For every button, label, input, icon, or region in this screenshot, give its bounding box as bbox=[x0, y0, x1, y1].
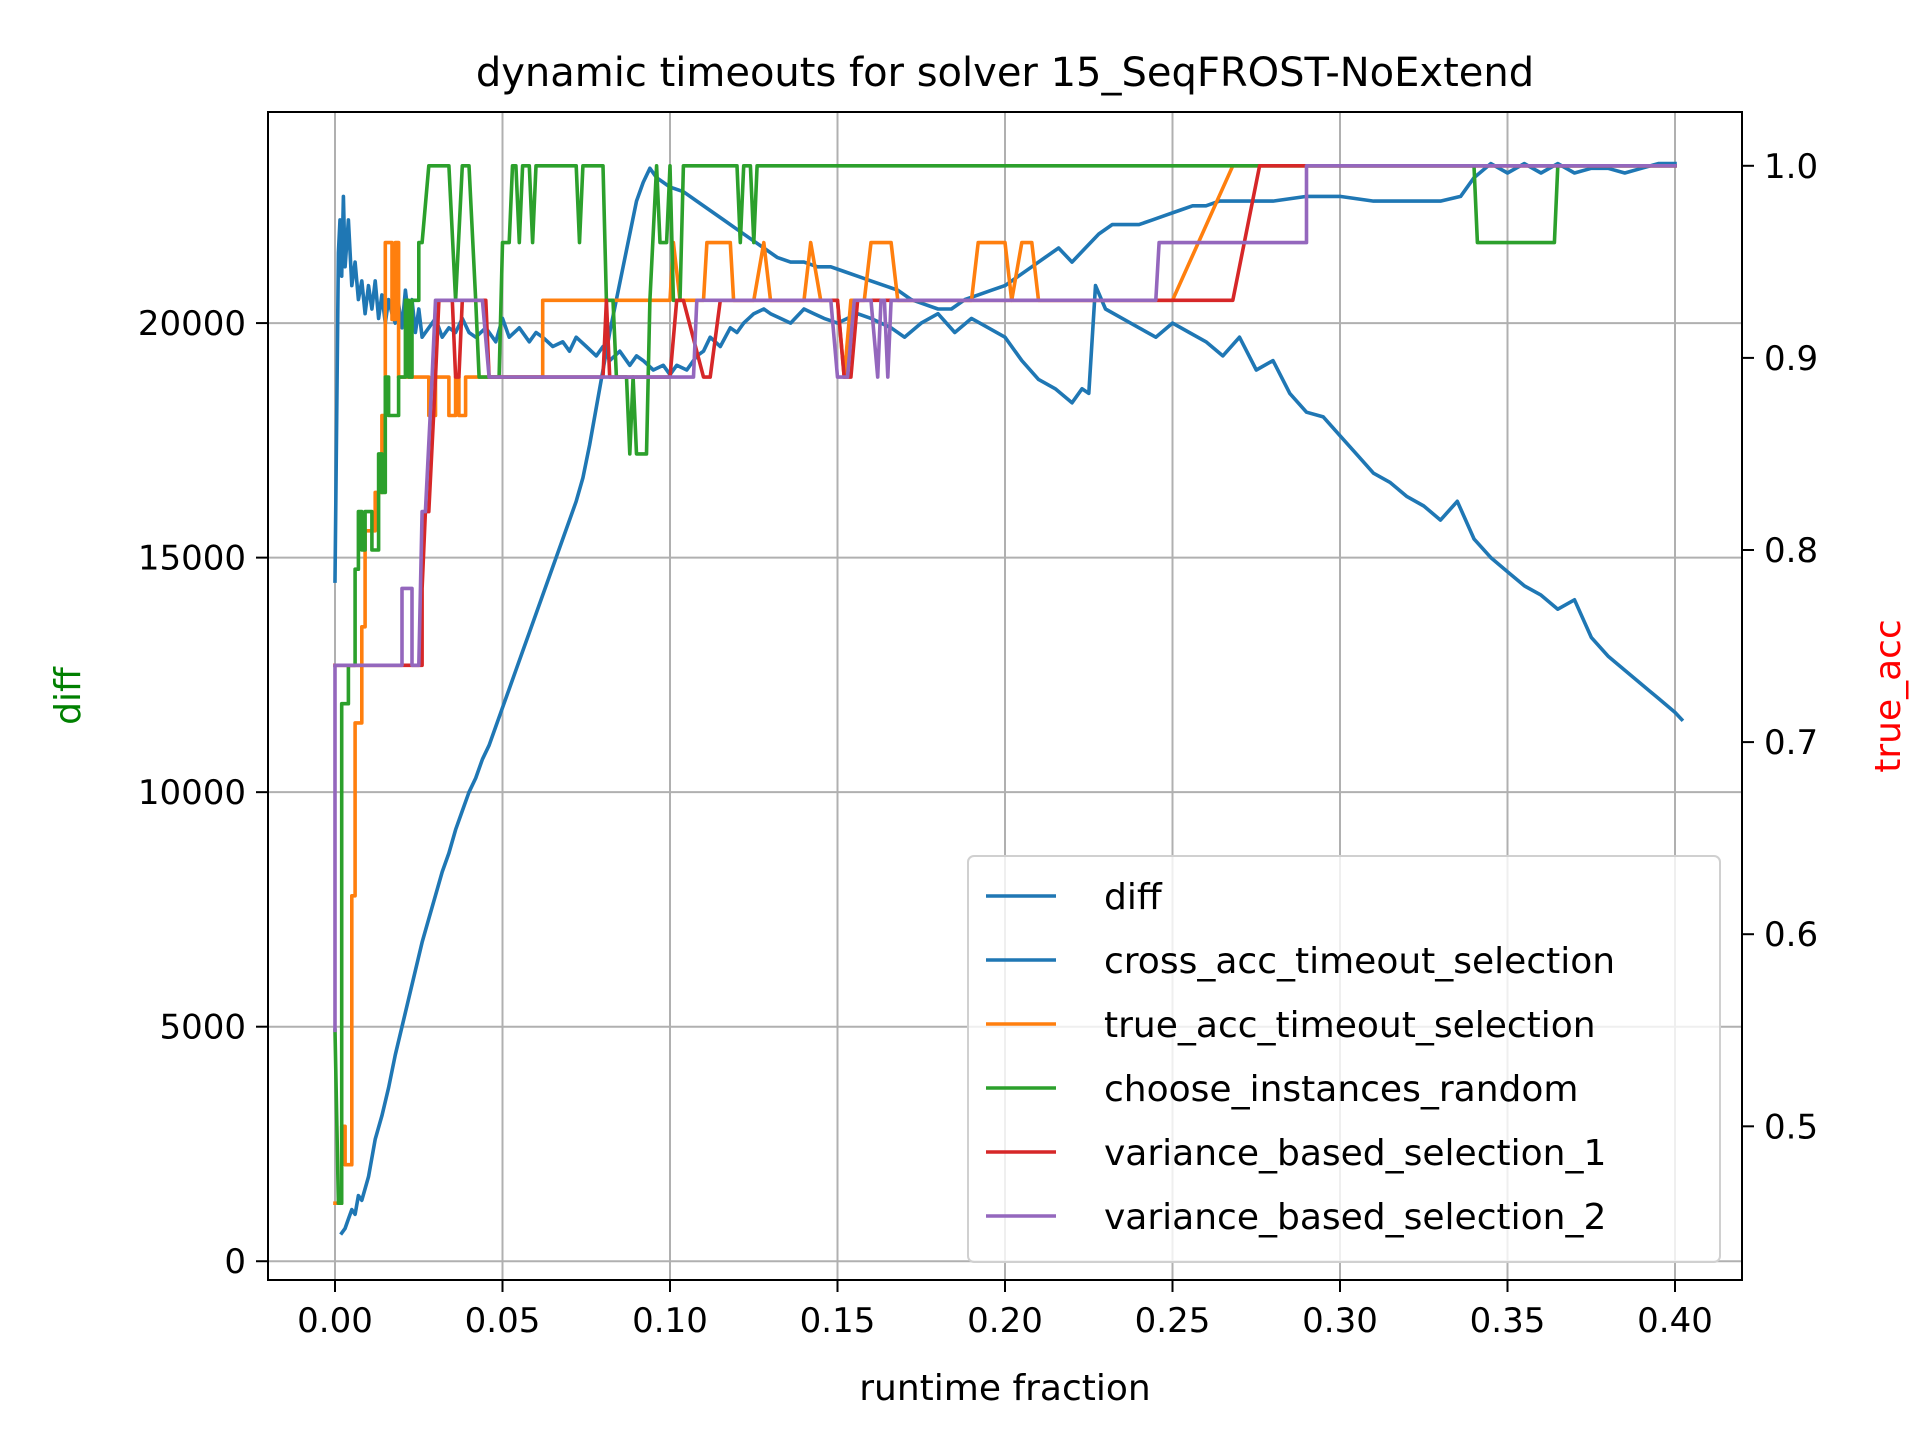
series-line-variance-based-selection-1 bbox=[333, 164, 1677, 668]
y-axis-label-left: diff bbox=[48, 666, 89, 725]
y-left-tick-label: 15000 bbox=[138, 539, 246, 579]
y-left-tick-label: 10000 bbox=[138, 773, 246, 813]
x-tick-label: 0.40 bbox=[1637, 1301, 1713, 1341]
x-tick-label: 0.05 bbox=[465, 1301, 541, 1341]
legend-label: variance_based_selection_1 bbox=[1104, 1133, 1606, 1174]
ticks-layer: 0.00 0.05 0.10 0.15 0.20 0.25 0.30 0.35 0.40 0 500… bbox=[138, 147, 1818, 1341]
y-right-tick-label: 0.9 bbox=[1764, 339, 1818, 379]
y-left-tick-label: 20000 bbox=[138, 304, 246, 344]
series-layer bbox=[333, 161, 1685, 1236]
y-right-tick-label: 0.6 bbox=[1764, 915, 1818, 955]
legend-label: diff bbox=[1104, 877, 1163, 918]
x-axis-label: runtime fraction bbox=[859, 1368, 1151, 1409]
plot-frame bbox=[267, 111, 1743, 1281]
y-right-tick-label: 1.0 bbox=[1764, 147, 1818, 187]
series-line-true-acc-timeout-selection bbox=[333, 164, 1677, 1205]
y-left-tick-label: 0 bbox=[224, 1242, 246, 1282]
series-line-variance-based-selection-2 bbox=[333, 164, 1677, 1033]
series-line-cross-acc-timeout-selection bbox=[339, 161, 1677, 1236]
chart-title: dynamic timeouts for solver 15_SeqFROST-… bbox=[476, 50, 1534, 96]
y-right-tick-label: 0.8 bbox=[1764, 531, 1818, 571]
legend-label: true_acc_timeout_selection bbox=[1104, 1005, 1596, 1046]
legend-label: cross_acc_timeout_selection bbox=[1104, 941, 1615, 982]
y-right-tick-label: 0.5 bbox=[1764, 1107, 1818, 1147]
legend: diff cross_acc_timeout_selection true_acc_… bbox=[967, 855, 1721, 1263]
x-tick-label: 0.00 bbox=[297, 1301, 373, 1341]
x-tick-label: 0.35 bbox=[1470, 1301, 1546, 1341]
x-tick-label: 0.20 bbox=[967, 1301, 1043, 1341]
y-left-tick-label: 5000 bbox=[159, 1008, 246, 1048]
series-line-choose-instances-random bbox=[333, 164, 1677, 1205]
x-tick-label: 0.30 bbox=[1302, 1301, 1378, 1341]
x-tick-label: 0.10 bbox=[632, 1301, 708, 1341]
legend-label: choose_instances_random bbox=[1104, 1069, 1578, 1110]
y-axis-label-right: true_acc bbox=[1868, 619, 1909, 773]
legend-label: variance_based_selection_2 bbox=[1104, 1197, 1606, 1238]
legend-box bbox=[967, 855, 1721, 1263]
x-tick-label: 0.15 bbox=[800, 1301, 876, 1341]
y-right-tick-label: 0.7 bbox=[1764, 723, 1818, 763]
x-tick-label: 0.25 bbox=[1135, 1301, 1211, 1341]
